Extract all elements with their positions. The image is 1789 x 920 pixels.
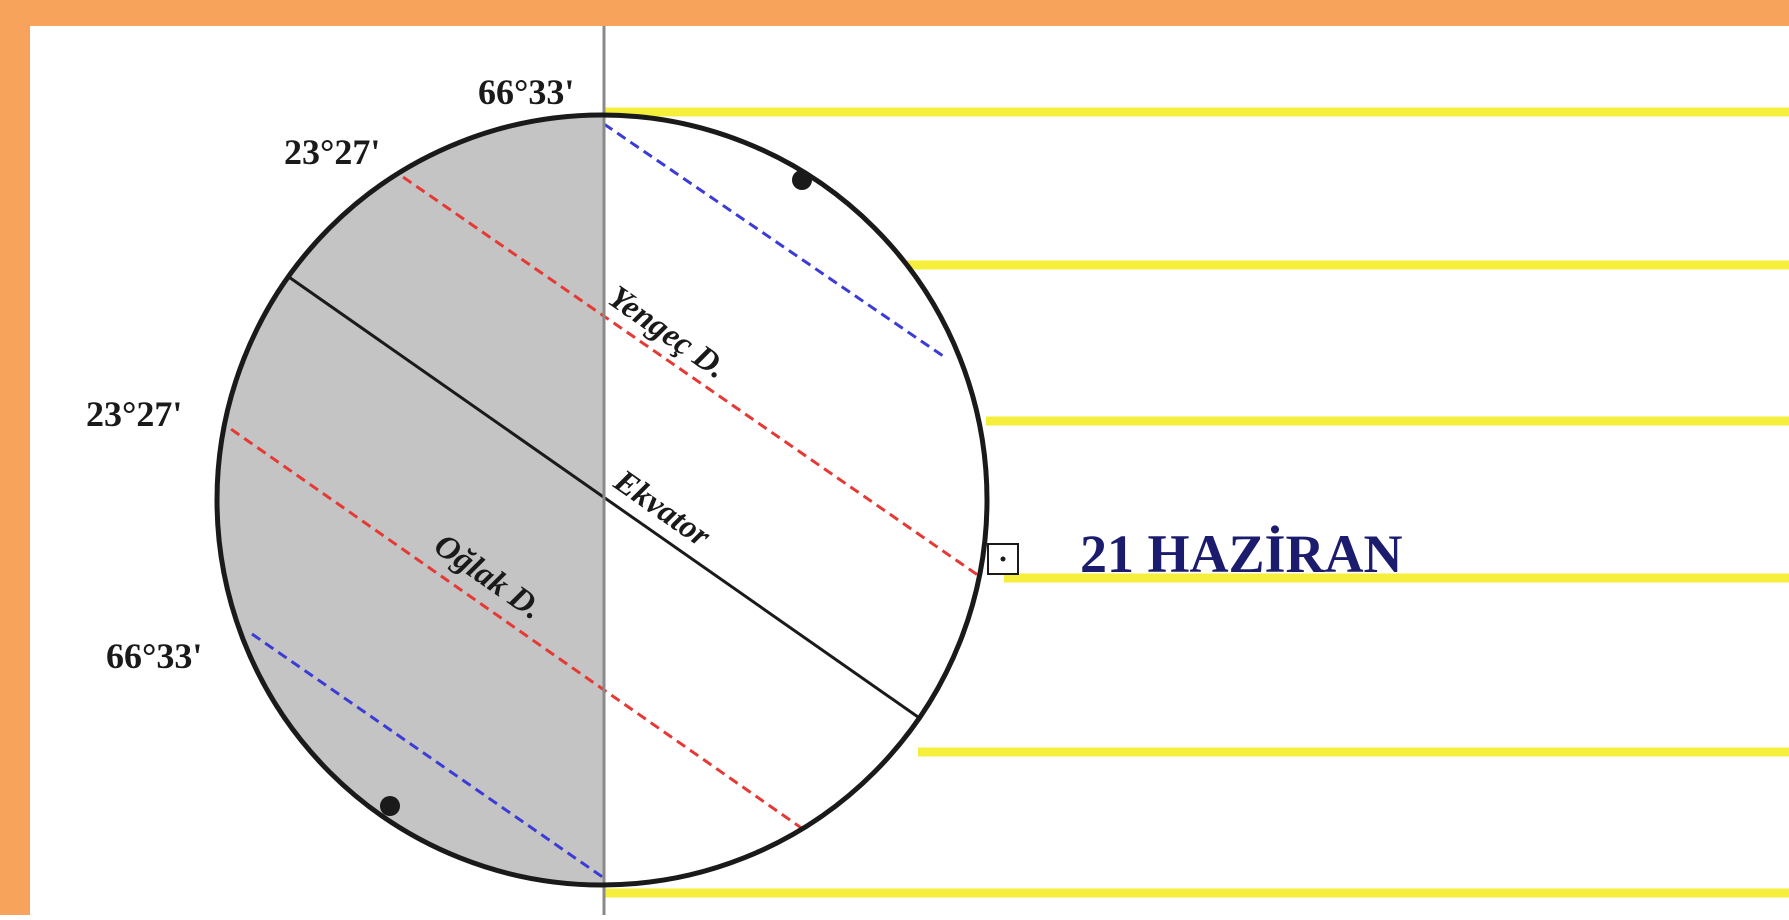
north-polar-circle-line [603,122,947,360]
south-tropic-label: 23°27' [86,394,182,434]
tropic-of-capricorn-line [217,418,811,836]
north-tropic-label: 23°27' [284,132,380,172]
south-polar-circle-line [251,632,605,880]
tropic-of-cancer-line [389,166,983,580]
equator-line [275,266,929,726]
north-polar-label: 66°33' [478,72,574,112]
globe-night-side [217,115,604,885]
south-pole-dot [380,796,400,816]
right-angle-dot [1000,556,1006,562]
sun-rays [604,107,1789,898]
latitude-lines [217,122,983,880]
north-pole-dot [792,170,812,190]
globe-outline [214,112,990,888]
frame-top [0,0,1789,26]
frame-left [0,0,30,915]
south-polar-label: 66°33' [106,636,202,676]
date-title: 21 HAZİRAN [1080,524,1403,584]
